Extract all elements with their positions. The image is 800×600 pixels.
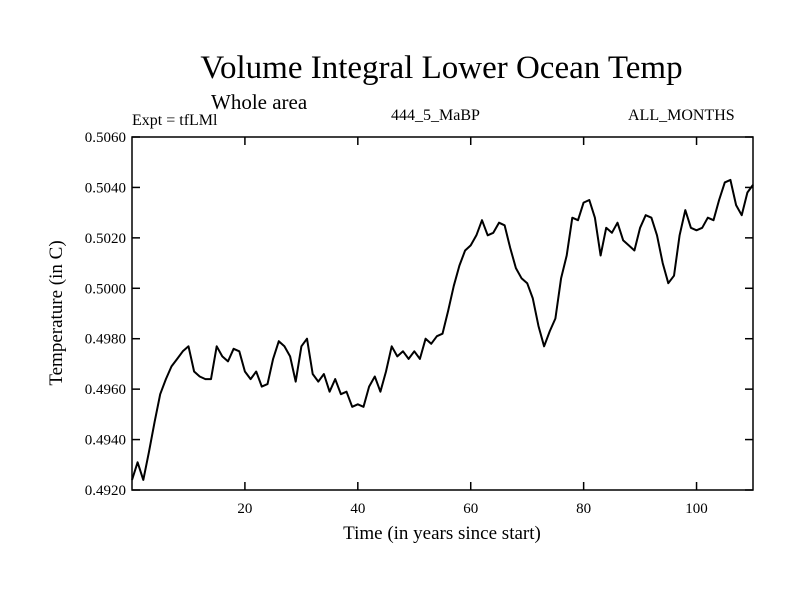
y-tick-label: 0.5020 xyxy=(85,231,126,247)
y-tick-label: 0.4920 xyxy=(85,483,126,499)
x-tick-label: 100 xyxy=(685,501,708,517)
experiment-label: Expt = tfLMl xyxy=(132,112,218,129)
x-axis-label: Time (in years since start) xyxy=(343,523,541,544)
temperature-series-line xyxy=(131,178,754,481)
x-tick-label: 40 xyxy=(350,501,365,517)
y-tick-label: 0.5040 xyxy=(85,180,126,196)
y-tick-label: 0.4980 xyxy=(85,332,126,348)
y-tick-label: 0.4960 xyxy=(85,382,126,398)
x-tick-label: 60 xyxy=(463,501,478,517)
y-tick-label: 0.5060 xyxy=(85,130,126,146)
plot-frame xyxy=(131,136,754,491)
chart-subtitle: Whole area xyxy=(211,90,308,114)
x-axis-ticks: 20 40 60 80 100 xyxy=(237,137,708,517)
y-axis-ticks: 0.4920 0.4940 0.4960 0.4980 0.5000 0.5020 0.50… xyxy=(85,130,753,499)
months-label: ALL_MONTHS xyxy=(628,107,735,124)
y-tick-label: 0.5000 xyxy=(85,281,126,297)
x-tick-label: 20 xyxy=(237,501,252,517)
run-label: 444_5_MaBP xyxy=(391,107,480,124)
y-axis-label: Temperature (in C) xyxy=(46,240,67,385)
chart-title: Volume Integral Lower Ocean Temp xyxy=(200,50,683,86)
y-tick-label: 0.4940 xyxy=(85,433,126,449)
x-tick-label: 80 xyxy=(576,501,591,517)
